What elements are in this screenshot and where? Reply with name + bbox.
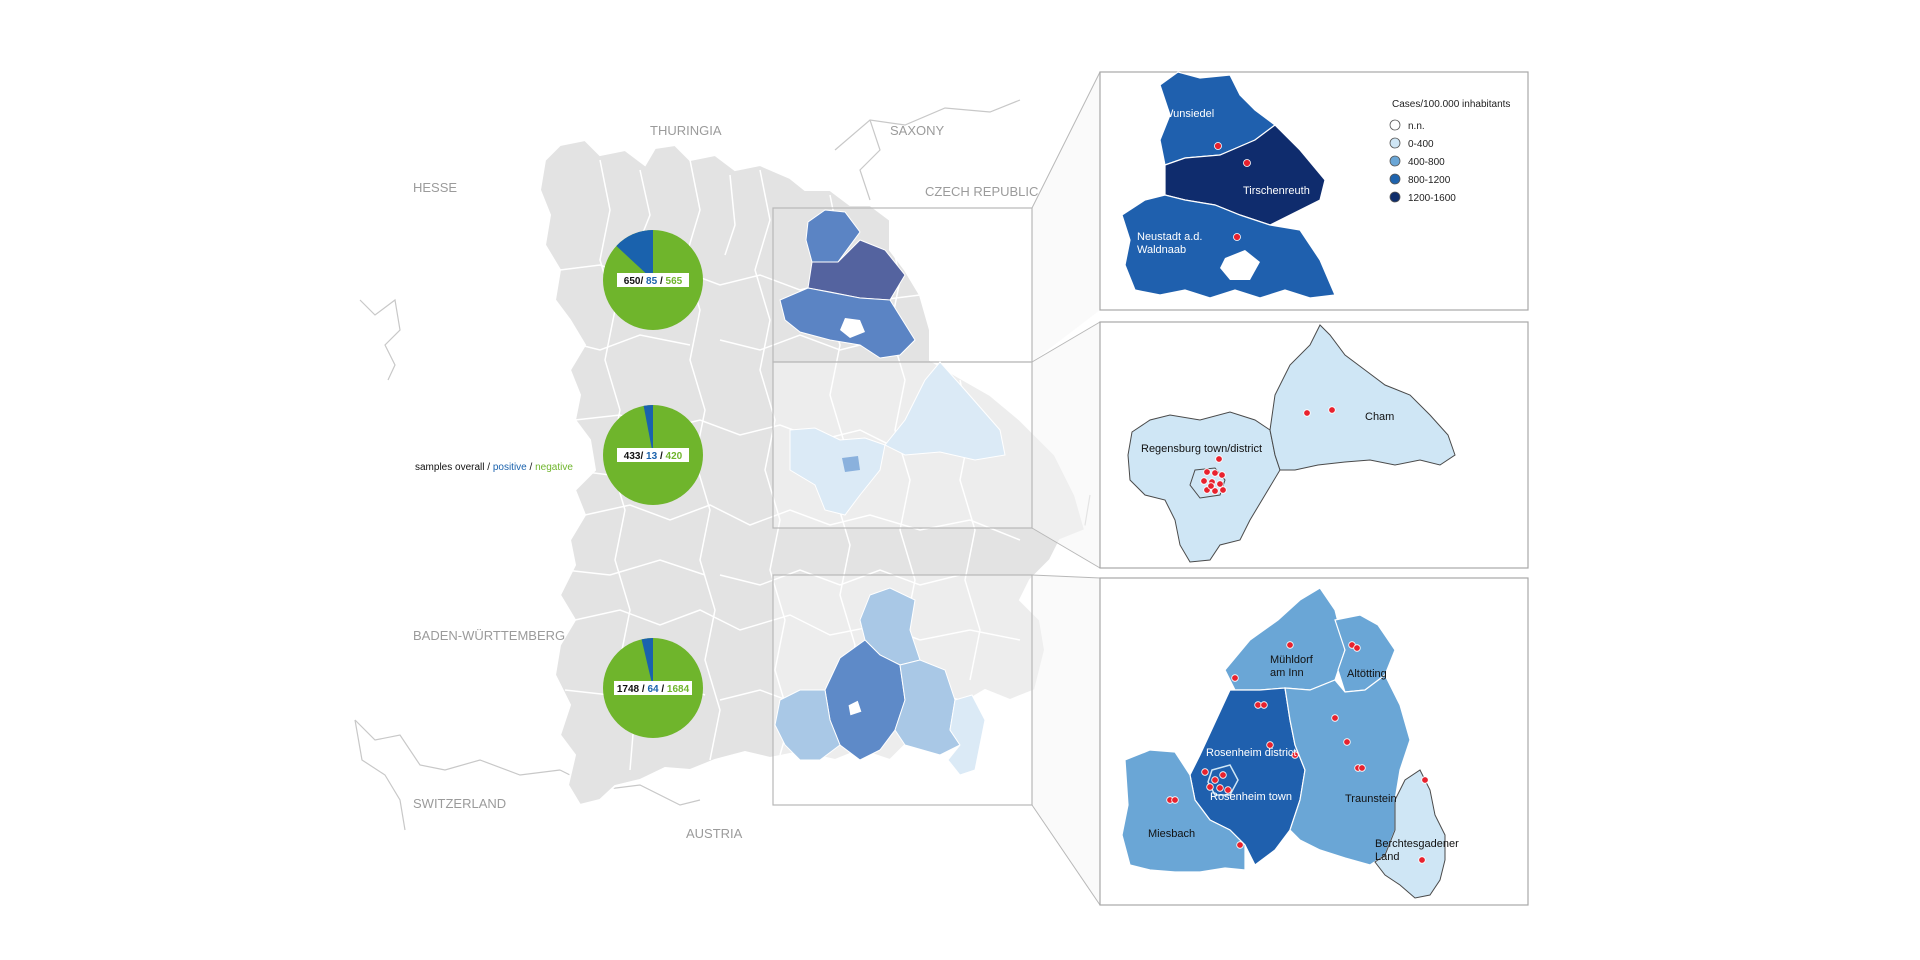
pie-label-sep: / [639,684,647,695]
neighbor-labels: HESSE THURINGIA SAXONY CZECH REPUBLIC BA… [413,123,1038,841]
label-regensburg: Regensburg town/district [1141,443,1262,455]
samples-legend-sep: / [527,462,535,473]
pie-label-positive: 85 [646,276,658,287]
sample-pie-1: 650/ 85 / 565 [603,230,703,330]
pie-label-box [617,273,689,287]
inset-panel-north: Wunsiedel Tirschenreuth Neustadt a.d. Wa… [1099,71,1529,311]
samples-legend-negative: negative [535,462,573,473]
label-berchtesgaden-2: Land [1375,851,1399,863]
main-map-region-south [774,587,986,776]
legend-label: 800-1200 [1408,175,1451,186]
pie-label-sep: / [640,451,646,462]
district-cham [1269,324,1456,471]
label-neustadt-1: Neustadt a.d. [1137,231,1202,243]
legend-label: 400-800 [1408,157,1445,168]
pie-label-sep: / [659,684,667,695]
pie-label-negative: 1684 [667,684,690,695]
pie-label: 1748 / 64 / 1684 [617,684,690,695]
samples-legend-sep: / [484,462,492,473]
legend-label: 0-400 [1408,139,1434,150]
pie-label-negative: 420 [666,451,683,462]
pie-label: 433/ 13 / 420 [624,451,683,462]
label-berchtesgaden-1: Berchtesgadener [1375,838,1459,850]
label-rosenheim-town: Rosenheim town [1210,791,1292,803]
inset-panel-east: Regensburg town/district Cham [1099,321,1529,569]
legend-label: 1200-1600 [1408,193,1456,204]
legend-label: n.n. [1408,121,1425,132]
main-map-region-north [779,209,916,359]
inset-panel-south: Rosenheim district Rosenheim town Mühldo… [1099,577,1529,906]
pie-label-positive: 13 [646,451,658,462]
enclave-weiden [1220,250,1260,280]
samples-legend-overall: samples overall [415,462,484,473]
pie-label-overall: 433 [624,451,641,462]
pie-slice-positive [641,638,653,688]
pie-label-overall: 650 [624,276,641,287]
pie-label-negative: 565 [666,276,683,287]
label-baden-wuerttemberg: BADEN-WÜRTTEMBERG [413,628,565,643]
label-tirschenreuth: Tirschenreuth [1243,185,1310,197]
pie-label: 650/ 85 / 565 [624,276,683,287]
legend-title: Cases/100.000 inhabitants [1392,99,1510,110]
district-neustadt [1121,194,1336,299]
label-muhldorf-1: Mühldorf [1270,654,1314,666]
samples-legend: samples overall / positive / negative [415,462,573,473]
label-neustadt-2: Waldnaab [1137,244,1186,256]
label-altotting: Altötting [1347,668,1387,680]
case-rate-legend: Cases/100.000 inhabitants n.n. 0-400 400-8… [1389,99,1510,204]
label-wunsiedel: Wunsiedel [1163,108,1214,120]
label-hesse: HESSE [413,180,457,195]
label-thuringia: THURINGIA [650,123,722,138]
pie-slice-positive [616,230,653,280]
pie-label-positive: 64 [647,684,659,695]
legend-swatch [1389,191,1401,203]
label-rosenheim-district: Rosenheim district [1206,747,1296,759]
district-miesbach [1121,749,1246,873]
zoom-connectors [1031,71,1101,906]
legend-swatch [1389,119,1401,131]
pie-label-box [617,448,689,462]
label-austria: AUSTRIA [686,826,743,841]
main-map-region-east [789,361,1006,516]
sample-pie-3: 1748 / 64 / 1684 [603,638,703,738]
samples-legend-positive: positive [493,462,527,473]
sample-pie-2: 433/ 13 / 420 [603,405,703,505]
pie-label-box [614,681,692,695]
legend-swatch [1389,173,1401,185]
label-traunstein: Traunstein [1345,793,1397,805]
pie-label-overall: 1748 [617,684,640,695]
label-switzerland: SWITZERLAND [413,796,506,811]
pie-label-sep: / [640,276,646,287]
label-czech: CZECH REPUBLIC [925,184,1038,199]
label-cham: Cham [1365,411,1394,423]
legend-swatch [1389,155,1401,167]
label-miesbach: Miesbach [1148,828,1195,840]
legend-swatch [1389,137,1401,149]
label-saxony: SAXONY [890,123,945,138]
pie-label-sep: / [657,276,665,287]
pie-slice-positive [643,405,653,455]
label-muhldorf-2: am Inn [1270,667,1304,679]
pie-label-sep: / [657,451,665,462]
